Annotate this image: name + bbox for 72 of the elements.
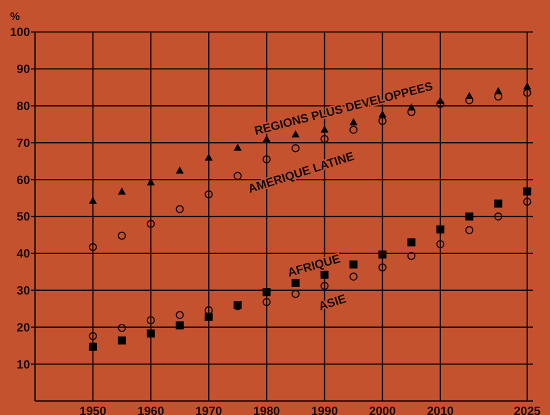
y-tick-label: 40 bbox=[16, 246, 30, 261]
point bbox=[523, 82, 532, 90]
point bbox=[146, 178, 155, 186]
y-tick-label: 100 bbox=[10, 25, 30, 40]
point bbox=[262, 298, 271, 306]
point bbox=[349, 260, 358, 268]
point bbox=[118, 232, 126, 240]
point bbox=[378, 116, 387, 126]
point bbox=[291, 144, 300, 152]
point bbox=[204, 312, 213, 321]
point bbox=[146, 316, 155, 324]
point bbox=[465, 96, 474, 104]
y-tick-label: 90 bbox=[16, 62, 30, 76]
point bbox=[523, 187, 532, 196]
point bbox=[291, 290, 300, 298]
y-tick-label: 20 bbox=[16, 320, 30, 334]
x-tick-label: 1960 bbox=[137, 404, 164, 415]
point bbox=[465, 212, 474, 220]
point bbox=[118, 324, 126, 332]
point bbox=[320, 125, 329, 133]
point bbox=[320, 282, 329, 290]
point bbox=[176, 310, 184, 320]
point bbox=[118, 187, 126, 195]
x-tick-label: 1970 bbox=[195, 404, 222, 415]
point bbox=[262, 135, 271, 142]
point bbox=[176, 205, 184, 214]
point bbox=[234, 143, 242, 151]
point bbox=[494, 92, 502, 101]
x-tick-label: 1950 bbox=[80, 404, 107, 415]
point bbox=[176, 321, 184, 330]
point bbox=[436, 100, 444, 108]
point bbox=[349, 126, 358, 134]
x-tick-label: 2010 bbox=[426, 404, 454, 415]
y-tick-label: 30 bbox=[16, 284, 30, 298]
text: ASIE bbox=[316, 291, 348, 314]
point bbox=[88, 196, 97, 204]
x-tick-label: 1980 bbox=[253, 404, 280, 415]
point bbox=[88, 243, 98, 252]
point bbox=[146, 220, 155, 228]
point bbox=[378, 263, 387, 272]
y-tick-label: 10 bbox=[16, 357, 30, 372]
point bbox=[349, 118, 358, 126]
point bbox=[378, 250, 386, 259]
point bbox=[88, 342, 97, 351]
point bbox=[118, 336, 126, 344]
point bbox=[349, 272, 358, 281]
point bbox=[465, 226, 474, 234]
point bbox=[88, 332, 98, 340]
x-tick-label: 2025 bbox=[514, 404, 541, 415]
y-tick-label: 50 bbox=[16, 210, 30, 224]
point bbox=[407, 238, 416, 246]
y-tick-label: 80 bbox=[16, 99, 30, 113]
point bbox=[494, 212, 502, 221]
point bbox=[176, 166, 184, 174]
x-tick-label: 2000 bbox=[369, 404, 396, 415]
point bbox=[204, 190, 213, 198]
point bbox=[262, 288, 271, 296]
point bbox=[407, 252, 416, 260]
point bbox=[262, 155, 271, 164]
y-tick-label: 70 bbox=[16, 136, 30, 150]
y-axis-title: % bbox=[10, 11, 20, 23]
point bbox=[523, 198, 532, 206]
point bbox=[292, 278, 300, 287]
point bbox=[494, 200, 502, 208]
point bbox=[204, 306, 213, 314]
point bbox=[436, 225, 444, 234]
point bbox=[436, 240, 444, 248]
point bbox=[523, 88, 532, 97]
x-tick-label: 1990 bbox=[311, 404, 338, 415]
point bbox=[204, 153, 213, 161]
point bbox=[146, 329, 155, 338]
y-tick-label: 60 bbox=[16, 172, 30, 187]
